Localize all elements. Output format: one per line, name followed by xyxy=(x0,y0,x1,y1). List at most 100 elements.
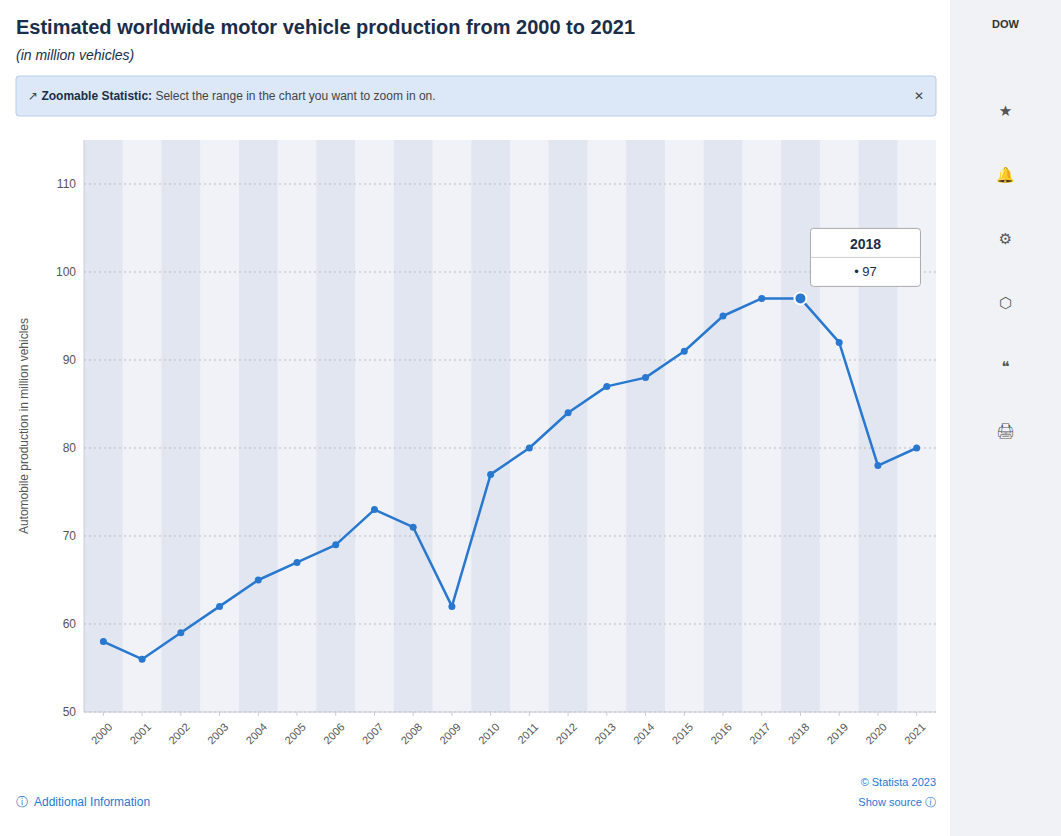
sidebar xyxy=(950,0,1061,836)
x-tick-label: 2013 xyxy=(592,721,618,747)
x-tick-label: 2019 xyxy=(824,721,850,747)
x-tick-label: 2007 xyxy=(360,721,386,747)
chart: DOW★🔔⚙⬡❝🖨Estimated worldwide motor vehic… xyxy=(0,0,1061,836)
point xyxy=(526,445,533,452)
x-tick xyxy=(839,712,840,716)
point xyxy=(874,462,881,469)
x-tick xyxy=(219,712,220,716)
column-band xyxy=(161,140,200,712)
point xyxy=(487,471,494,478)
x-tick-label: 2006 xyxy=(321,721,347,747)
banner-icon: ↗ xyxy=(28,89,41,103)
tooltip-title: 2018 xyxy=(850,236,881,252)
x-tick-label: 2016 xyxy=(708,721,734,747)
point xyxy=(410,524,417,531)
banner-rest: Select the range in the chart you want t… xyxy=(152,89,436,103)
sidebar-icon[interactable]: ⚙ xyxy=(999,230,1012,247)
point xyxy=(332,541,339,548)
x-tick-label: 2021 xyxy=(902,721,928,747)
grid-line xyxy=(84,712,936,713)
banner-bold: Zoomable Statistic: xyxy=(41,89,152,103)
y-tick-label: 80 xyxy=(63,441,77,455)
footer-source[interactable]: Show source ⓘ xyxy=(858,796,936,808)
point xyxy=(565,409,572,416)
x-tick xyxy=(916,712,917,716)
grid-line xyxy=(84,360,936,361)
x-tick xyxy=(490,712,491,716)
point xyxy=(603,383,610,390)
tooltip-divider xyxy=(810,257,920,258)
sidebar-icon[interactable]: ⬡ xyxy=(999,294,1012,311)
y-axis-label: Automobile production in million vehicle… xyxy=(17,318,31,534)
tooltip-value: • 97 xyxy=(854,264,877,279)
sidebar-icon[interactable]: 🔔 xyxy=(996,166,1015,184)
banner-close[interactable]: ✕ xyxy=(914,89,924,103)
x-tick xyxy=(103,712,104,716)
grid-line xyxy=(84,624,936,625)
point xyxy=(177,629,184,636)
x-tick-label: 2001 xyxy=(127,721,153,747)
x-tick-label: 2005 xyxy=(282,721,308,747)
y-tick-label: 70 xyxy=(63,529,77,543)
x-tick-label: 2020 xyxy=(863,721,889,747)
x-tick xyxy=(684,712,685,716)
point xyxy=(371,506,378,513)
x-tick xyxy=(529,712,530,716)
subtitle: (in million vehicles) xyxy=(16,47,134,63)
column-bands xyxy=(84,140,897,712)
sidebar-icon[interactable]: ❝ xyxy=(1001,358,1009,375)
x-tick-label: 2000 xyxy=(89,721,115,747)
column-band xyxy=(781,140,820,712)
grid-line xyxy=(84,272,936,273)
x-tick xyxy=(645,712,646,716)
column-band xyxy=(626,140,665,712)
x-tick xyxy=(877,712,878,716)
x-tick-label: 2015 xyxy=(670,721,696,747)
x-tick xyxy=(451,712,452,716)
point xyxy=(681,348,688,355)
x-tick-label: 2014 xyxy=(631,721,657,747)
x-tick-label: 2011 xyxy=(515,721,540,746)
point xyxy=(642,374,649,381)
point xyxy=(294,559,301,566)
x-tick-label: 2008 xyxy=(398,721,424,747)
x-tick xyxy=(297,712,298,716)
column-band xyxy=(316,140,355,712)
y-tick-label: 90 xyxy=(63,353,77,367)
tooltip: 2018 • 97 xyxy=(810,228,920,286)
x-tick xyxy=(606,712,607,716)
x-tick-label: 2017 xyxy=(747,721,773,747)
x-tick xyxy=(180,712,181,716)
plot-background xyxy=(84,140,936,712)
x-tick-label: 2002 xyxy=(166,721,192,747)
x-tick xyxy=(374,712,375,716)
sidebar-icon[interactable]: ★ xyxy=(999,102,1012,119)
x-tick-label: 2012 xyxy=(553,721,579,747)
y-tick-label: 50 xyxy=(63,705,77,719)
line xyxy=(103,298,916,659)
sidebar-label: DOW xyxy=(992,18,1020,30)
x-tick-label: 2003 xyxy=(205,721,231,747)
x-tick xyxy=(335,712,336,716)
sidebar-icon[interactable]: 🖨 xyxy=(996,422,1015,439)
x-tick xyxy=(258,712,259,716)
grid-line xyxy=(84,536,936,537)
column-band xyxy=(84,140,123,712)
point xyxy=(100,638,107,645)
x-tick xyxy=(761,712,762,716)
y-axis-line xyxy=(84,140,85,712)
point xyxy=(836,339,843,346)
point xyxy=(758,295,765,302)
x-tick-label: 2004 xyxy=(244,721,270,747)
grid-line xyxy=(84,448,936,449)
point xyxy=(216,603,223,610)
y-tick-label: 60 xyxy=(63,617,77,631)
x-tick xyxy=(142,712,143,716)
point xyxy=(448,603,455,610)
x-tick-label: 2009 xyxy=(437,721,463,747)
footer-copyright: © Statista 2023 xyxy=(861,776,936,788)
highlight-point xyxy=(794,292,806,304)
x-tick-label: 2018 xyxy=(786,721,812,747)
additional-info[interactable]: ⓘ Additional Information xyxy=(16,795,150,809)
point xyxy=(720,313,727,320)
